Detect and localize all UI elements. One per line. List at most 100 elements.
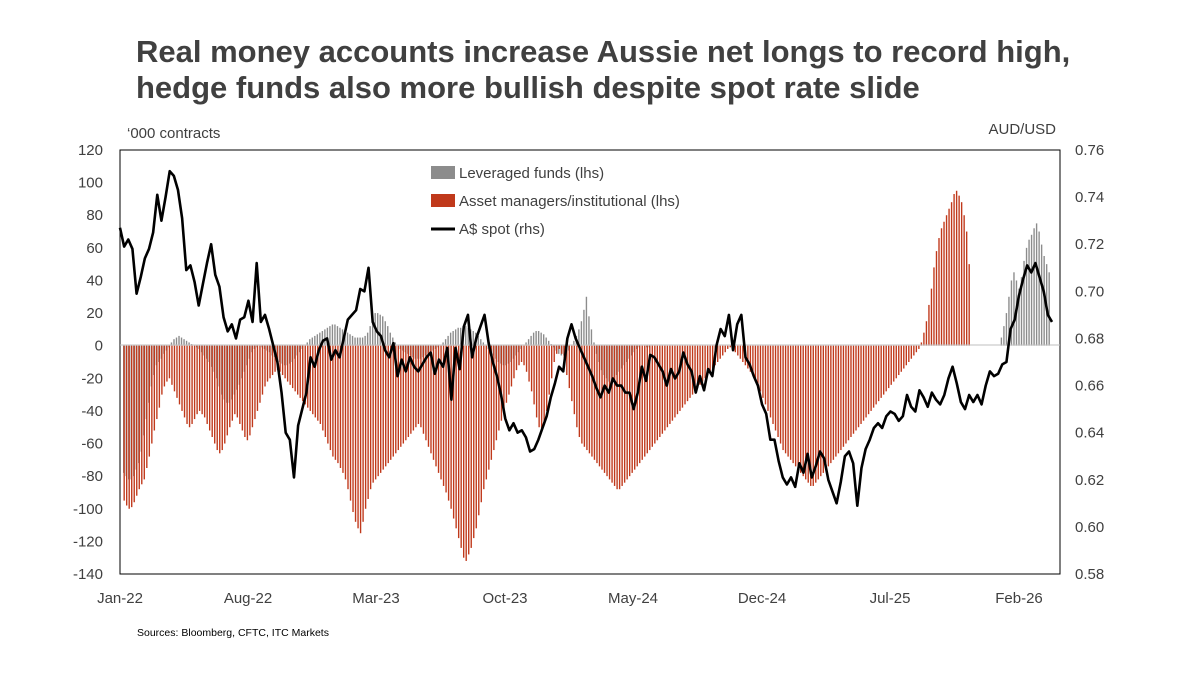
leveraged-bar: [394, 342, 396, 346]
asset-manager-bar: [955, 190, 958, 346]
asset-manager-bar: [294, 345, 296, 392]
asset-manager-bar: [528, 345, 530, 382]
asset-manager-bar: [445, 345, 447, 493]
asset-manager-bar: [284, 345, 286, 379]
asset-manager-bar: [551, 345, 553, 379]
asset-manager-bar: [960, 202, 963, 346]
asset-manager-bar: [918, 345, 920, 349]
asset-manager-bar: [616, 345, 618, 490]
asset-manager-bar: [146, 345, 148, 468]
asset-manager-bar: [322, 345, 324, 431]
asset-manager-bar: [908, 345, 910, 362]
asset-manager-bar: [669, 345, 671, 424]
asset-manager-bar: [490, 345, 493, 460]
asset-manager-bar: [651, 345, 653, 447]
leveraged-bar: [321, 331, 324, 346]
asset-manager-bar: [133, 345, 135, 503]
asset-manager-bar: [314, 345, 316, 418]
asset-manager-bar: [382, 345, 384, 470]
asset-manager-bar: [757, 345, 759, 385]
asset-manager-bar: [387, 345, 389, 464]
leveraged-bar: [1025, 247, 1028, 346]
chart-title-line-2: hedge funds also more bullish despite sp…: [136, 70, 920, 105]
leveraged-bar: [1008, 296, 1010, 346]
asset-manager-bar: [264, 345, 266, 387]
x-tick-label: Jan-22: [97, 590, 143, 607]
asset-manager-bar: [289, 345, 291, 385]
asset-manager-bar: [156, 345, 158, 420]
leveraged-bar: [465, 326, 467, 346]
asset-manager-bar: [259, 345, 261, 403]
asset-manager-bar: [893, 345, 895, 382]
leveraged-bar: [371, 319, 374, 346]
asset-manager-bar: [495, 345, 498, 441]
asset-manager-bar: [727, 345, 729, 349]
asset-manager-bar: [608, 345, 611, 480]
asset-manager-bar: [641, 345, 643, 460]
asset-manager-bar: [432, 345, 435, 460]
asset-manager-bar: [143, 345, 145, 480]
asset-manager-bar: [226, 345, 228, 436]
leveraged-bar: [1035, 223, 1038, 346]
right-tick-label: 0.66: [1075, 378, 1104, 395]
asset-manager-bar: [171, 345, 173, 385]
asset-manager-bar: [686, 345, 689, 402]
asset-manager-bar: [427, 345, 430, 447]
leveraged-bar: [573, 340, 575, 346]
asset-manager-bar: [196, 345, 198, 415]
asset-manager-bar: [862, 345, 865, 421]
source-note: Sources: Bloomberg, CFTC, ITC Markets: [137, 627, 329, 639]
asset-manager-bar: [520, 345, 523, 362]
asset-manager-bar: [198, 345, 201, 411]
chart-title-line-1: Real money accounts increase Aussie net …: [136, 34, 1071, 69]
asset-manager-bar: [231, 345, 234, 421]
asset-manager-bar: [246, 345, 249, 441]
asset-manager-bar: [777, 345, 779, 438]
asset-manager-bar: [742, 345, 744, 362]
asset-manager-bar: [254, 345, 256, 420]
asset-manager-bar: [845, 345, 847, 444]
asset-manager-bar: [397, 345, 399, 451]
asset-manager-bar: [573, 345, 576, 415]
asset-manager-bar: [654, 345, 656, 444]
leveraged-bar: [1023, 260, 1025, 346]
asset-manager-bar: [696, 345, 699, 389]
leveraged-bar: [382, 316, 384, 346]
asset-manager-bar: [578, 345, 581, 438]
asset-manager-bar: [465, 345, 467, 561]
asset-manager-bar: [236, 345, 239, 418]
asset-manager-bar: [571, 345, 573, 402]
leveraged-bar: [351, 335, 354, 346]
asset-manager-bar: [724, 345, 726, 353]
asset-manager-bar: [319, 345, 322, 424]
asset-manager-bar: [832, 345, 835, 460]
asset-manager-bar: [221, 345, 223, 451]
leveraged-bar: [460, 327, 462, 346]
asset-manager-bar: [412, 345, 415, 431]
asset-manager-bar: [211, 345, 213, 438]
asset-manager-bar: [802, 345, 804, 477]
asset-manager-bar: [332, 345, 334, 457]
asset-manager-bar: [644, 345, 646, 457]
left-tick-label: 100: [78, 175, 103, 192]
asset-manager-bar: [500, 345, 503, 421]
asset-manager-bar: [965, 231, 968, 346]
leveraged-bar: [580, 321, 583, 346]
right-tick-label: 0.72: [1075, 236, 1104, 253]
asset-manager-bar: [709, 345, 711, 372]
leveraged-bar: [548, 340, 550, 346]
asset-manager-bar: [779, 345, 782, 444]
asset-manager-bar: [470, 345, 472, 548]
asset-manager-bar: [903, 345, 905, 369]
leveraged-bar: [336, 326, 339, 346]
asset-manager-bar: [208, 345, 211, 431]
asset-manager-bar: [538, 345, 540, 428]
asset-manager-bar: [794, 345, 797, 467]
asset-manager-bar: [722, 345, 724, 356]
leveraged-bar: [377, 313, 379, 346]
asset-manager-bar: [797, 345, 799, 470]
leveraged-bar: [341, 329, 344, 346]
left-tick-label: -60: [81, 436, 103, 453]
asset-manager-bar: [656, 345, 659, 441]
asset-manager-bar: [938, 238, 940, 346]
